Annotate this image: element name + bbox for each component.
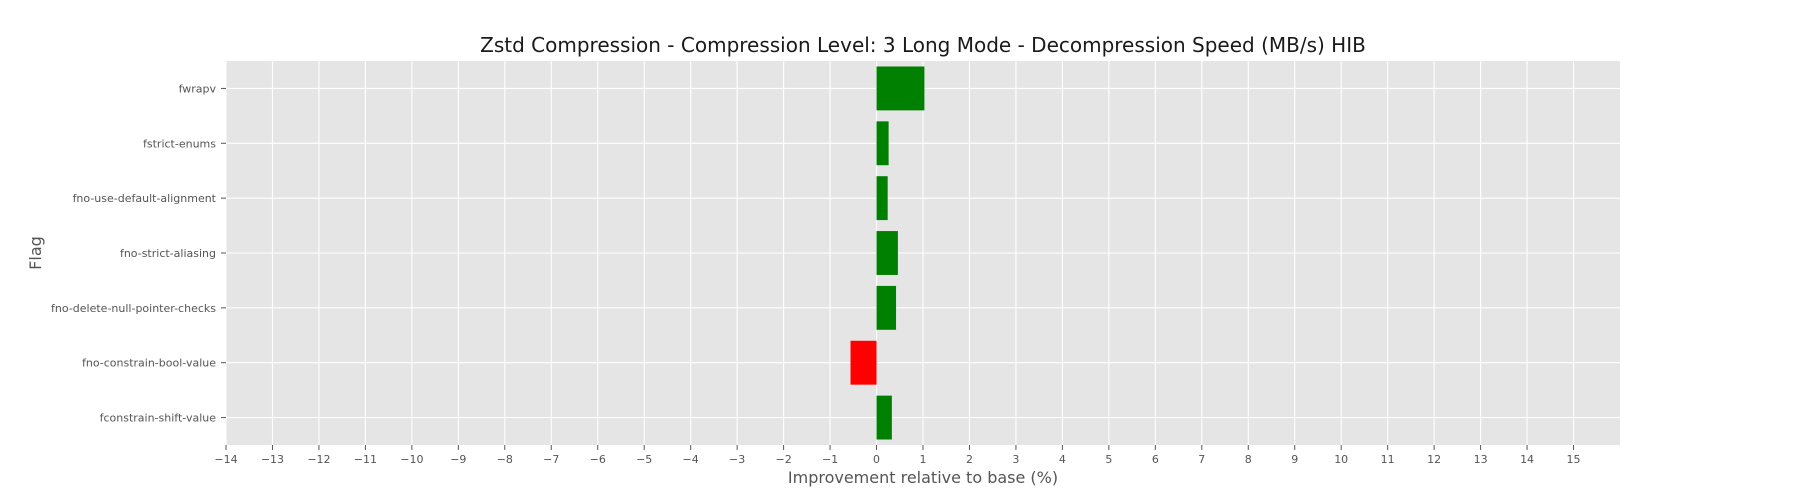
x-tick-label: −10 <box>400 453 423 466</box>
x-tick-label: −8 <box>497 453 513 466</box>
x-tick-label: −2 <box>775 453 791 466</box>
bar-fconstrain-shift-value <box>876 395 892 440</box>
x-tick-label: −1 <box>822 453 838 466</box>
x-tick-label: 6 <box>1152 453 1159 466</box>
y-axis-label: Flag <box>26 236 45 270</box>
bar-fstrict-enums <box>876 121 889 166</box>
x-tick-label: 2 <box>966 453 973 466</box>
x-tick-label: 8 <box>1245 453 1252 466</box>
x-tick-label: −13 <box>261 453 284 466</box>
x-tick-label: −3 <box>729 453 745 466</box>
x-tick-label: −11 <box>354 453 377 466</box>
category-label: fno-use-default-alignment <box>73 192 217 205</box>
bars <box>850 66 925 440</box>
x-tick-label: 10 <box>1334 453 1348 466</box>
x-tick-label: 1 <box>920 453 927 466</box>
category-label: fconstrain-shift-value <box>100 412 217 425</box>
x-tick-label: 3 <box>1012 453 1019 466</box>
grid <box>225 61 1620 445</box>
bar-fno-use-default-alignment <box>876 176 888 221</box>
x-tick-label: −9 <box>450 453 466 466</box>
x-axis-ticks: −14 −13 −12 −11 −10 −9 −8 −7 −6 −5 −4 −3 −2 −1 0 1 2 3 4 5 6… <box>214 445 1581 466</box>
x-tick-label: −5 <box>636 453 652 466</box>
category-label: fno-constrain-bool-value <box>82 357 216 370</box>
x-tick-label: 15 <box>1567 453 1581 466</box>
x-tick-label: 13 <box>1474 453 1488 466</box>
x-tick-label: −14 <box>214 453 237 466</box>
x-axis-label: Improvement relative to base (%) <box>788 468 1058 487</box>
chart-title: Zstd Compression - Compression Level: 3 … <box>480 33 1366 57</box>
x-tick-label: −12 <box>307 453 330 466</box>
x-tick-label: −6 <box>590 453 606 466</box>
x-tick-label: 5 <box>1105 453 1112 466</box>
x-tick-label: −7 <box>543 453 559 466</box>
y-axis-ticks: fwrapv fstrict-enums fno-use-default-align… <box>51 82 226 425</box>
x-tick-label: 12 <box>1427 453 1441 466</box>
x-tick-label: −4 <box>683 453 699 466</box>
bar-fwrapv <box>876 66 925 111</box>
category-label: fno-delete-null-pointer-checks <box>51 302 216 315</box>
bar-fno-strict-aliasing <box>876 231 898 275</box>
category-label: fstrict-enums <box>143 137 216 150</box>
category-label: fno-strict-aliasing <box>120 247 216 260</box>
x-tick-label: 0 <box>873 453 880 466</box>
x-tick-label: 9 <box>1291 453 1298 466</box>
x-tick-label: 7 <box>1198 453 1205 466</box>
bar-fno-delete-null-pointer-checks <box>876 285 897 330</box>
bar-fno-constrain-bool-value <box>850 340 877 385</box>
x-tick-label: 4 <box>1059 453 1066 466</box>
category-label: fwrapv <box>179 82 217 95</box>
x-tick-label: 14 <box>1520 453 1534 466</box>
x-tick-label: 11 <box>1381 453 1395 466</box>
